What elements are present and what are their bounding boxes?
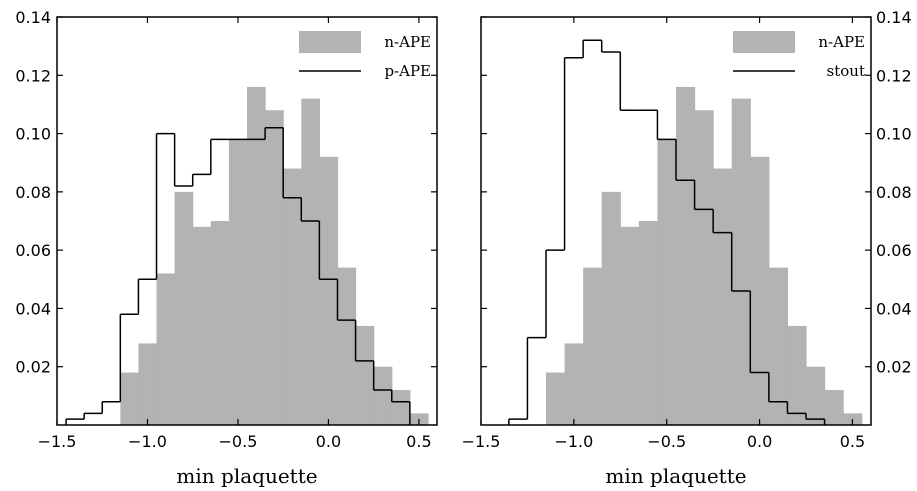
y-tick-label: 0.08 [15, 183, 51, 202]
x-tick-label: −0.5 [219, 432, 258, 451]
right-histogram-panel: −1.5 −1.0 −0.5 0.0 0.5 0.02 0.04 0.06 0.08 0.10 0.… [462, 8, 912, 488]
bar-n-APE-1 [564, 343, 584, 425]
bar-n-APE-13 [355, 325, 375, 425]
bar-n-APE-5 [638, 221, 659, 425]
bar-n-APE-6 [228, 139, 248, 425]
x-tick-label: −1.0 [128, 432, 167, 451]
bar-n-APE-12 [768, 267, 789, 425]
bar-n-APE-14 [373, 366, 393, 425]
x-tick-label: −0.5 [647, 432, 686, 451]
bar-n-APE-7 [247, 86, 266, 425]
bar-n-APE-8 [694, 110, 714, 425]
bar-n-APE-9 [283, 168, 302, 426]
bar-n-APE-10 [301, 98, 320, 425]
legend-label: p-APE [384, 62, 431, 80]
step-series-p-APE [65, 126, 411, 425]
plot-frame [56, 16, 438, 426]
bar-n-APE-15 [391, 390, 411, 425]
legend-label: n-APE [818, 33, 865, 51]
y-tick-label: 0.06 [876, 241, 912, 260]
x-tick-label: 0.0 [747, 432, 772, 451]
x-tick-label: 0.5 [406, 432, 431, 451]
bar-n-APE-4 [192, 226, 212, 425]
bar-n-APE-0 [120, 372, 140, 425]
legend: n-APE p-APE [299, 31, 431, 80]
y-tick-label: 0.02 [15, 358, 51, 377]
y-tick-label: 0.14 [15, 8, 51, 27]
y-tick-label: 0.02 [876, 358, 912, 377]
legend-label: n-APE [384, 33, 431, 51]
bar-n-APE-9 [713, 168, 733, 426]
bar-n-APE-2 [583, 267, 603, 425]
left-histogram-panel: −1.5 −1.0 −0.5 0.0 0.5 0.02 0.04 0.06 0.08 0.10 0.… [15, 8, 438, 488]
bar-n-APE-4 [620, 226, 640, 425]
legend: n-APE stout [733, 31, 865, 80]
plot-frame [480, 16, 872, 426]
bar-n-APE-8 [265, 110, 284, 425]
bar-n-APE-13 [787, 325, 807, 425]
bar-n-APE-11 [319, 156, 339, 425]
y-tick-label: 0.04 [15, 299, 51, 318]
bar-n-APE-3 [174, 191, 194, 425]
x-tick-label: −1.0 [554, 432, 593, 451]
x-tick-label: −1.5 [38, 432, 77, 451]
x-axis-label: min plaquette [605, 464, 746, 488]
y-tick-label: 0.06 [15, 241, 51, 260]
bar-n-APE-7 [676, 86, 696, 425]
x-tick-label: 0.5 [840, 432, 865, 451]
bar-n-APE-3 [601, 191, 621, 425]
step-series-stout [508, 39, 826, 425]
y-tick-label: 0.10 [876, 125, 912, 144]
x-tick-label: 0.0 [316, 432, 341, 451]
bar-n-APE-2 [156, 273, 176, 425]
bar-n-APE-5 [210, 221, 230, 425]
bar-n-APE-1 [138, 343, 158, 425]
legend-swatch-n-APE [733, 31, 795, 53]
bar-n-APE-14 [806, 366, 826, 425]
x-axis-label: min plaquette [176, 464, 317, 488]
bar-n-APE-0 [546, 372, 566, 425]
y-tick-label: 0.08 [876, 183, 912, 202]
y-tick-label: 0.14 [876, 8, 912, 27]
y-tick-label: 0.04 [876, 299, 912, 318]
x-tick-label: −1.5 [462, 432, 501, 451]
legend-label: stout [827, 62, 865, 80]
bar-n-APE-12 [337, 267, 357, 425]
bar-n-APE-15 [824, 390, 844, 425]
y-tick-label: 0.12 [15, 66, 51, 85]
bar-n-APE-11 [750, 156, 770, 425]
legend-swatch-n-APE [299, 31, 361, 53]
bar-n-APE-10 [731, 98, 751, 425]
bar-n-APE-6 [657, 139, 677, 425]
y-tick-label: 0.10 [15, 125, 51, 144]
y-tick-label: 0.12 [876, 66, 912, 85]
